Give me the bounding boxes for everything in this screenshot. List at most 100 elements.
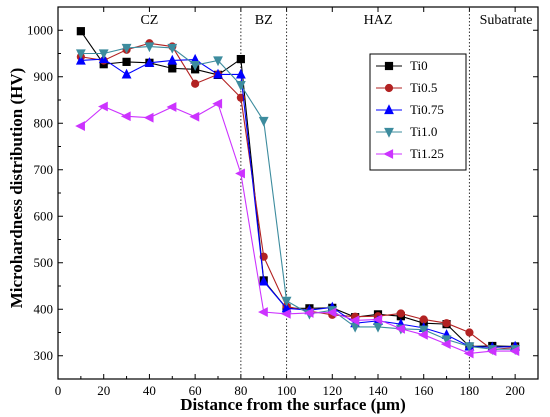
x-tick-label: 200 <box>505 383 525 398</box>
data-point <box>98 49 109 60</box>
data-point <box>213 68 223 79</box>
data-point <box>465 328 474 337</box>
legend-item: Ti0.5 <box>376 80 437 95</box>
x-tick-label: 120 <box>323 383 343 398</box>
legend: Ti0 Ti0.5 Ti0.75 Ti1.0 Ti1.25 <box>369 53 467 171</box>
x-tick-label: 100 <box>277 383 297 398</box>
data-point <box>166 102 177 112</box>
data-point <box>76 27 85 36</box>
x-axis-title: Distance from the surface (μm) <box>180 395 406 414</box>
data-point <box>257 307 268 317</box>
data-point <box>440 339 451 350</box>
data-point <box>143 112 154 123</box>
data-point <box>75 121 85 131</box>
legend-item: Ti1.0 <box>376 124 437 139</box>
data-point <box>417 329 428 340</box>
data-point <box>384 83 394 93</box>
y-axis-title: Microhardness distribution (HV) <box>7 68 26 309</box>
data-point <box>168 64 177 73</box>
legend-label: Ti1.25 <box>410 146 444 161</box>
data-point <box>384 104 394 115</box>
data-point <box>349 315 360 326</box>
y-tick-label: 700 <box>34 162 54 177</box>
legend-item: Ti0 <box>376 58 428 73</box>
data-point <box>384 127 394 138</box>
data-point <box>190 61 201 71</box>
series-line <box>80 45 516 350</box>
y-tick-label: 1000 <box>27 22 53 37</box>
y-tick-label: 400 <box>34 301 54 316</box>
data-point <box>280 308 291 319</box>
data-point <box>486 346 497 357</box>
data-point <box>281 296 292 307</box>
x-tick-label: 40 <box>143 383 156 398</box>
y-tick-label: 900 <box>34 69 54 84</box>
data-point <box>396 309 405 318</box>
y-tick-label: 800 <box>34 115 54 130</box>
legend-label: Ti0 <box>410 58 428 73</box>
data-point <box>303 308 314 318</box>
data-point <box>509 346 520 357</box>
zone-label: CZ <box>140 13 158 28</box>
legend-label: Ti0.5 <box>410 80 437 95</box>
legend-item: Ti1.25 <box>376 146 444 161</box>
x-tick-label: 160 <box>414 383 434 398</box>
data-point <box>212 98 223 109</box>
data-point <box>235 168 245 179</box>
data-point <box>213 56 223 67</box>
data-point <box>258 275 269 286</box>
data-point <box>120 111 131 122</box>
data-point <box>189 111 200 122</box>
x-tick-label: 20 <box>97 383 110 398</box>
data-point <box>441 335 452 346</box>
legend-label: Ti0.75 <box>410 102 444 117</box>
legend-label: Ti1.0 <box>410 124 437 139</box>
data-point <box>464 342 475 353</box>
x-tick-label: 180 <box>460 383 480 398</box>
data-point <box>258 116 269 127</box>
data-point <box>384 61 394 71</box>
data-point <box>259 252 268 261</box>
series-layer <box>75 27 521 359</box>
x-tick-label: 80 <box>234 383 247 398</box>
data-point <box>167 54 178 65</box>
data-point <box>121 68 132 79</box>
plot-area: 0 20 40 60 80 100 120 140 160 180 200 300 400 500 600 7… <box>27 6 539 398</box>
data-point <box>419 315 428 324</box>
x-tick-label: 60 <box>189 383 202 398</box>
y-tick-label: 300 <box>34 348 54 363</box>
data-point <box>236 54 245 64</box>
zone-label: Subatrate <box>480 13 533 28</box>
y-tick-label: 600 <box>34 208 54 223</box>
data-point <box>236 93 245 102</box>
data-point <box>442 319 451 328</box>
data-point <box>144 42 155 53</box>
data-point <box>167 43 178 54</box>
data-point <box>373 322 383 333</box>
data-point <box>75 54 86 65</box>
data-point <box>97 101 108 112</box>
data-point <box>121 43 132 54</box>
legend-item: Ti0.75 <box>376 102 444 117</box>
data-point <box>75 49 86 60</box>
data-point <box>122 57 131 66</box>
series-Ti1-25 <box>75 98 520 359</box>
zone-label: BZ <box>255 13 273 28</box>
data-point <box>235 81 246 91</box>
data-point <box>191 79 200 88</box>
data-point <box>350 322 361 333</box>
data-point <box>326 307 337 318</box>
series-line <box>80 58 516 348</box>
data-point <box>395 323 405 334</box>
data-point <box>418 325 429 336</box>
x-tick-label: 0 <box>55 383 62 398</box>
data-point <box>235 68 246 79</box>
data-point <box>383 149 394 159</box>
x-tick-label: 140 <box>368 383 388 398</box>
data-point <box>372 314 383 325</box>
y-tick-label: 500 <box>34 255 54 270</box>
data-point <box>144 57 155 67</box>
zone-label: HAZ <box>364 13 393 28</box>
